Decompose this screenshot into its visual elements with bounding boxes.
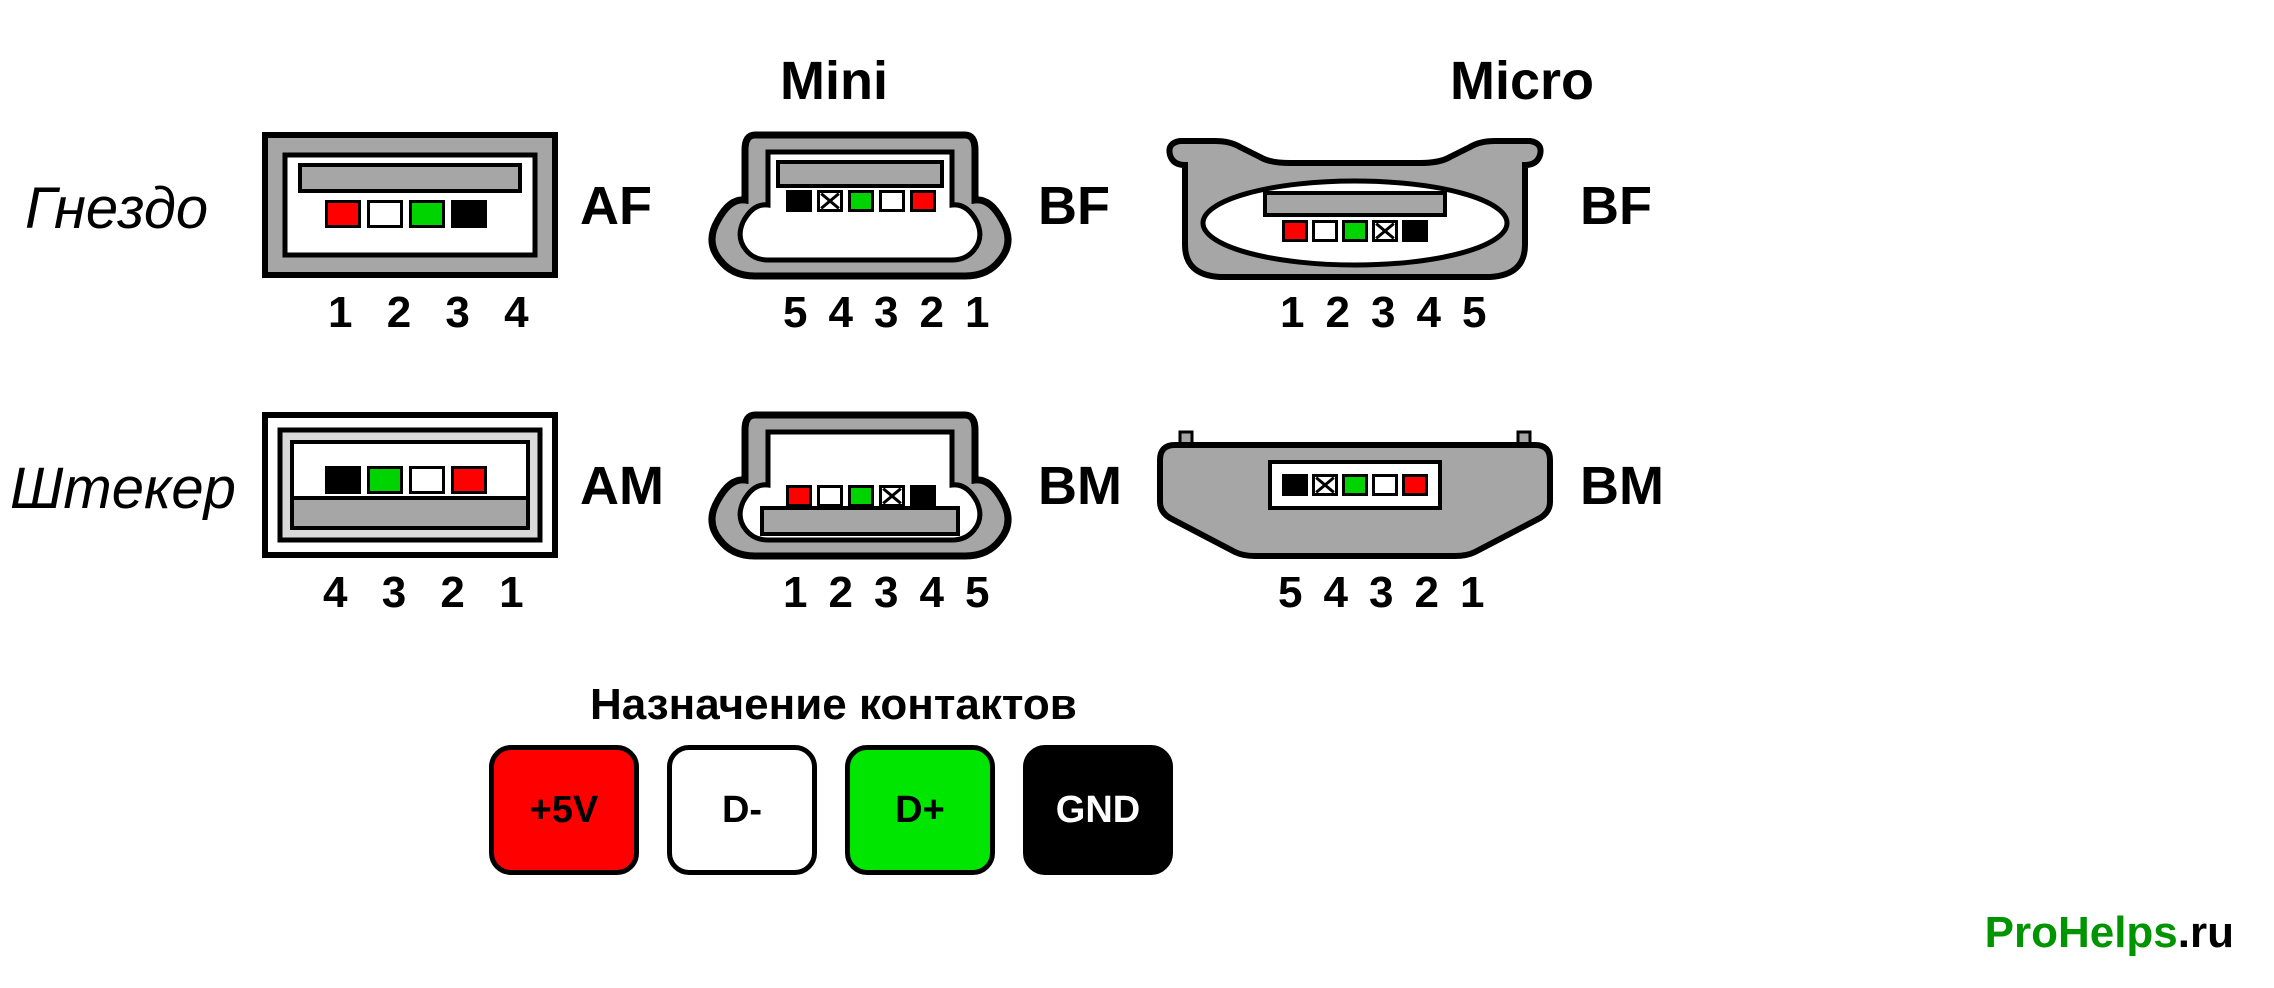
legend-d-minus: D- [667,745,817,875]
pin [786,485,812,507]
pin [817,485,843,507]
legend-title: Назначение контактов [590,680,1077,730]
pin-id [1312,474,1338,496]
connector-mini-bm-label: BM [1038,455,1122,517]
pin [325,200,361,228]
watermark-brand: ProHelps [1985,908,2178,957]
pin [325,466,361,494]
pin [910,485,936,507]
pin [848,485,874,507]
connector-micro-bf-label: BF [1580,175,1652,237]
connector-af-label: AF [580,175,652,237]
pin [848,190,874,212]
pin [451,200,487,228]
pin [786,190,812,212]
connector-af-numbers: 1 2 3 4 [328,288,540,338]
pin [409,466,445,494]
legend-d-plus: D+ [845,745,995,875]
connector-micro-bf-numbers: 1 2 3 4 5 [1280,288,1491,338]
watermark: ProHelps.ru [1985,908,2234,958]
pin [1402,220,1428,242]
connector-mini-bf-label: BF [1038,175,1110,237]
connector-mini-bm-pins [786,485,936,507]
pin [1342,474,1368,496]
connector-mini-bf-pins [786,190,936,212]
connector-micro-bf-svg [1155,135,1555,285]
legend-row: +5V D- D+ GND [475,745,1187,875]
connector-am-pins [325,466,487,494]
pin-id [879,485,905,507]
pin [910,190,936,212]
legend-vcc: +5V [489,745,639,875]
connector-am-numbers: 4 3 2 1 [323,568,535,618]
pin [451,466,487,494]
connector-mini-bf-numbers: 5 4 3 2 1 [783,288,994,338]
pin [1282,474,1308,496]
pin [367,466,403,494]
pin [1402,474,1428,496]
col-header-mini: Mini [780,50,888,112]
connector-af-pins [325,200,487,228]
connector-micro-bm-numbers: 5 4 3 2 1 [1278,568,1489,618]
connector-mini-bm-numbers: 1 2 3 4 5 [783,568,994,618]
pin [879,190,905,212]
pin [1342,220,1368,242]
legend-gnd: GND [1023,745,1173,875]
pin [1312,220,1338,242]
pin [367,200,403,228]
connector-micro-bf-pins [1282,220,1428,242]
pin-id [817,190,843,212]
pin [1372,474,1398,496]
connector-micro-bm-label: BM [1580,455,1664,517]
connector-micro-bm-pins [1282,474,1428,496]
row-label-plug: Штекер [10,455,236,522]
pin [409,200,445,228]
col-header-micro: Micro [1450,50,1594,112]
pin-id [1372,220,1398,242]
connector-am-label: AM [580,455,664,517]
row-label-socket: Гнездо [25,175,208,242]
watermark-tld: .ru [2178,908,2234,957]
pin [1282,220,1308,242]
